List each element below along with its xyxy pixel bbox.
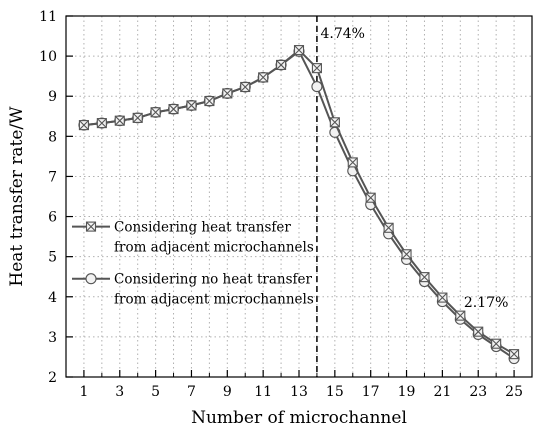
marker-cross	[258, 72, 269, 83]
x-tick-label: 17	[362, 384, 380, 400]
legend-entry-2: Considering no heat transfer from adjacen…	[72, 272, 314, 308]
data-point	[293, 45, 305, 56]
marker-cross	[240, 82, 251, 92]
data-point	[491, 338, 502, 349]
series-layer	[78, 45, 520, 365]
marker-cross	[294, 45, 304, 55]
x-tick-label: 15	[326, 384, 344, 400]
y-tick-label: 11	[39, 9, 57, 25]
data-point	[222, 88, 233, 99]
marker-cross	[455, 310, 466, 321]
marker-cross	[491, 338, 502, 349]
data-point	[419, 272, 430, 283]
x-tick-label: 9	[223, 384, 232, 400]
data-point	[437, 292, 448, 303]
data-point	[132, 112, 143, 123]
data-point	[114, 115, 125, 126]
marker-cross	[186, 100, 197, 111]
x-tick-label: 21	[433, 384, 451, 400]
x-axis-label: Number of microchannel	[191, 408, 407, 428]
annotation-label: 2.17%	[464, 295, 508, 311]
marker-cross	[437, 292, 448, 303]
marker-cross	[419, 272, 430, 283]
y-tick-label: 8	[48, 129, 57, 145]
marker-cross	[383, 222, 394, 233]
marker-cross	[168, 104, 179, 114]
y-tick-label: 9	[48, 89, 57, 105]
data-point	[347, 157, 358, 168]
legend-label: Considering no heat transfer	[114, 272, 313, 288]
x-tick-label: 23	[469, 384, 487, 400]
marker-circle	[311, 81, 323, 93]
data-point	[240, 81, 251, 93]
marker-cross	[329, 117, 340, 128]
x-tick-label: 19	[398, 384, 416, 400]
marker-cross	[312, 63, 322, 74]
data-point	[78, 120, 89, 131]
y-tick-label: 5	[48, 250, 57, 266]
data-point	[258, 72, 269, 83]
marker-cross	[509, 349, 519, 360]
legend-label: Considering heat transfer	[114, 220, 291, 236]
marker-cross	[473, 326, 484, 337]
data-point	[509, 349, 520, 360]
x-tick-label: 1	[79, 384, 88, 400]
data-point	[311, 63, 322, 74]
y-tick-label: 4	[48, 290, 57, 306]
data-point	[311, 81, 323, 93]
y-tick-label: 2	[48, 370, 57, 386]
legend: Considering heat transfer from adjacent m…	[72, 220, 314, 308]
axis-ticks	[66, 15, 515, 378]
x-tick-label: 11	[254, 384, 272, 400]
data-point	[204, 95, 215, 107]
y-tick-label: 10	[39, 49, 57, 65]
legend-marker	[85, 273, 97, 285]
y-axis-label: Heat transfer rate/W	[7, 106, 27, 287]
data-point	[96, 118, 107, 129]
data-point	[186, 100, 197, 111]
marker-cross	[222, 88, 233, 99]
marker-circle	[85, 273, 97, 285]
legend-entry-1: Considering heat transfer from adjacent m…	[72, 220, 314, 256]
data-point	[383, 222, 394, 233]
marker-cross	[204, 96, 215, 106]
y-tick-label: 6	[48, 210, 57, 226]
marker-cross	[401, 249, 412, 260]
marker-cross	[114, 115, 125, 126]
x-tick-label: 7	[187, 384, 196, 400]
legend-label: from adjacent microchannels	[114, 240, 314, 256]
data-point	[365, 192, 376, 203]
marker-cross	[150, 107, 161, 118]
data-point	[150, 107, 161, 118]
data-point	[455, 310, 466, 321]
annotations: 4.74% 2.17%	[321, 26, 509, 311]
legend-marker	[85, 221, 97, 232]
y-tick-label: 7	[48, 169, 57, 185]
x-tick-label: 25	[505, 384, 523, 400]
marker-cross	[276, 60, 286, 70]
grid-lines	[66, 15, 532, 378]
y-tick-label: 3	[48, 330, 57, 346]
data-point	[401, 249, 412, 260]
series-1	[78, 45, 520, 360]
marker-cross	[79, 120, 89, 130]
x-tick-label: 5	[151, 384, 160, 400]
marker-cross	[86, 221, 96, 232]
marker-cross	[365, 192, 376, 203]
data-point	[276, 59, 287, 70]
marker-cross	[96, 118, 107, 128]
data-point	[168, 104, 179, 115]
x-tick-label: 13	[290, 384, 308, 400]
legend-label: from adjacent microchannels	[114, 292, 314, 308]
x-tick-label: 3	[115, 384, 124, 400]
data-point	[473, 326, 484, 337]
annotation-label: 4.74%	[321, 26, 365, 42]
data-point	[329, 117, 340, 128]
marker-cross	[132, 112, 143, 123]
marker-cross	[347, 157, 358, 168]
